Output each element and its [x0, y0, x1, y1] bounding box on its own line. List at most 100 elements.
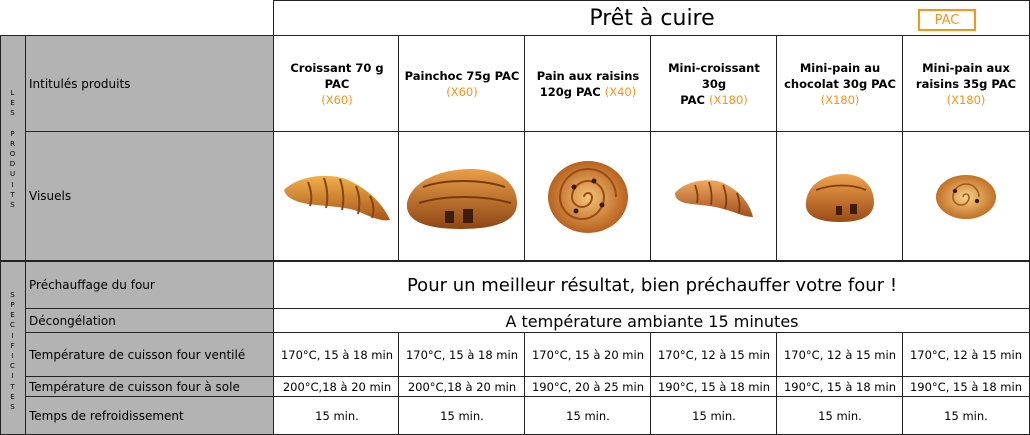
cuisson-ventile-cell: 170°C, 12 à 15 min — [657, 348, 770, 362]
section-produits-letter: L — [10, 88, 15, 97]
refroidissement-cell: 15 min. — [315, 409, 359, 423]
section-specificites-letter: S — [10, 290, 15, 299]
product-name-text: PAC — [680, 93, 705, 107]
product-quantity-line: (X180) — [947, 92, 986, 108]
row-label-cuisson-sole: Température de cuisson four à sole — [29, 380, 240, 394]
cuisson-ventile-cell: 170°C, 15 à 18 min — [280, 348, 393, 362]
grid-line — [25, 308, 1030, 309]
row-label-decongelation: Décongélation — [29, 314, 116, 328]
section-specificites-letter: T — [10, 382, 15, 391]
product-name-line: Mini-pain aux — [922, 61, 1010, 75]
section-produits-letter — [11, 118, 13, 128]
prechauffage-text: Pour un meilleur résultat, bien préchauf… — [406, 274, 898, 296]
product-quantity-line: (X180) — [821, 92, 860, 108]
section-strip-specificites — [0, 261, 25, 435]
grid-line — [902, 333, 903, 435]
product-name-line: Mini-pain au — [799, 61, 881, 75]
section-specificites-letter: I — [11, 372, 14, 381]
product-quantity-line: (X60) — [446, 84, 478, 100]
product-quantity: (X180) — [708, 93, 748, 107]
section-produits-letter: S — [10, 201, 15, 210]
cuisson-ventile-cell: 170°C, 15 à 20 min — [531, 348, 644, 362]
grid-line — [0, 35, 1, 435]
product-name-2: Pain aux raisins 120g PAC (X40) — [525, 36, 651, 132]
decongelation-text: A température ambiante 15 minutes — [505, 311, 799, 331]
product-name-line: Mini-croissant 30g — [668, 61, 760, 91]
product-name-line: Croissant 70 g PAC — [290, 61, 384, 91]
grid-line — [524, 35, 525, 261]
product-name-1: Painchoc 75g PAC (X60) — [399, 36, 525, 132]
grid-line — [25, 35, 26, 435]
product-name-0: Croissant 70 g PAC (X60) — [274, 36, 400, 132]
product-name-line: Pain aux raisins — [536, 69, 640, 83]
section-produits-letter: O — [9, 150, 16, 158]
product-quantity: (X40) — [604, 85, 637, 99]
product-name-line: chocolat 30g PAC — [784, 76, 896, 92]
grid-line — [650, 333, 651, 435]
grid-line — [524, 333, 525, 435]
refroidissement-cell: 15 min. — [692, 409, 736, 423]
section-specificites-letter: C — [10, 321, 15, 330]
pain-au-chocolat-image — [399, 133, 525, 260]
product-quantity: (X180) — [820, 93, 860, 107]
product-quantity: (X180) — [946, 93, 986, 107]
grid-line — [776, 35, 777, 261]
product-name-5: Mini-pain aux raisins 35g PAC (X180) — [903, 36, 1029, 132]
cuisson-ventile-cell: 170°C, 12 à 15 min — [783, 348, 896, 362]
product-name-line: 120g PAC (X40) — [540, 84, 636, 100]
refroidissement-cell: 15 min. — [818, 409, 862, 423]
section-produits-letter: T — [10, 190, 15, 199]
refroidissement-cell: 15 min. — [440, 409, 484, 423]
cuisson-sole-cell: 190°C, 20 à 25 min — [531, 380, 644, 394]
grid-line — [0, 260, 1030, 262]
cuisson-sole-cell: 190°C, 15 à 18 min — [657, 380, 770, 394]
section-produits-letter: P — [10, 129, 15, 138]
section-specificites-letter: I — [11, 331, 14, 340]
cuisson-sole-cell: 190°C, 15 à 18 min — [909, 380, 1022, 394]
section-specificites-letter: S — [10, 403, 15, 412]
page-title: Prêt à cuire — [589, 5, 715, 31]
grid-line — [398, 333, 399, 435]
product-name-text: 120g PAC — [539, 85, 601, 99]
section-specificites-letter: F — [10, 341, 15, 350]
product-quantity: (X60) — [321, 93, 353, 107]
section-produits-letter: S — [10, 109, 15, 118]
grid-line — [650, 35, 651, 261]
pain-aux-raisins-image — [525, 133, 651, 260]
product-name-line: PAC (X180) — [680, 92, 748, 108]
mini-pain-au-chocolat-image — [777, 133, 903, 260]
mini-croissant-image — [651, 133, 777, 260]
row-label-intitules: Intitulés produits — [29, 77, 131, 91]
product-name-line: Painchoc 75g PAC — [404, 69, 520, 83]
refroidissement-cell: 15 min. — [566, 409, 610, 423]
product-name-text: raisins 35g PAC — [915, 77, 1017, 91]
product-quantity-line: (X60) — [321, 92, 353, 108]
cuisson-ventile-cell: 170°C, 15 à 18 min — [405, 348, 518, 362]
refroidissement-cell: 15 min. — [944, 409, 988, 423]
product-name-4: Mini-pain au chocolat 30g PAC (X180) — [777, 36, 903, 132]
cuisson-sole-cell: 200°C,18 à 20 min — [407, 380, 517, 394]
section-specificites-letter: E — [10, 311, 15, 320]
mini-pain-aux-raisins-image — [903, 133, 1029, 260]
section-produits-letter: E — [10, 98, 15, 107]
grid-line — [398, 35, 399, 261]
section-produits-letter: R — [10, 139, 15, 148]
product-name-line: raisins 35g PAC — [916, 76, 1016, 92]
row-label-prechauffage: Préchauffage du four — [29, 278, 155, 292]
row-label-cuisson-ventile: Température de cuisson four ventilé — [29, 348, 246, 362]
cuisson-ventile-cell: 170°C, 12 à 15 min — [909, 348, 1022, 362]
row-label-refroidissement: Temps de refroidissement — [29, 409, 184, 423]
grid-line — [273, 0, 274, 435]
product-quantity: (X60) — [446, 85, 478, 99]
row-label-visuels: Visuels — [29, 189, 72, 203]
row-label-column — [25, 36, 273, 435]
grid-line — [25, 396, 1030, 397]
pac-badge: PAC — [918, 9, 976, 31]
croissant-image — [274, 133, 400, 260]
grid-line — [25, 131, 1030, 132]
grid-line — [273, 0, 1030, 1]
product-name-text: chocolat 30g PAC — [784, 77, 896, 91]
section-produits-letter: D — [9, 160, 16, 169]
